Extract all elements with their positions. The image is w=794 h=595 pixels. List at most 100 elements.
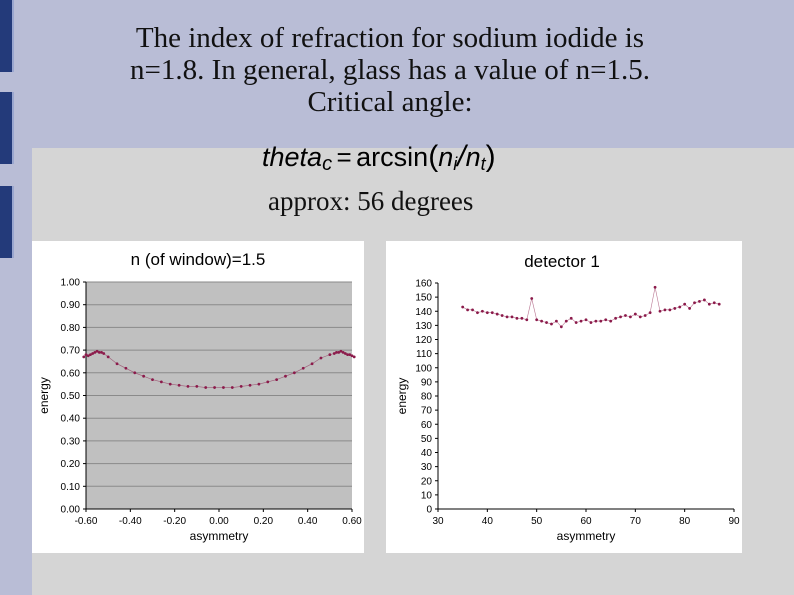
data-point [658, 309, 662, 313]
chart-title: n (of window)=1.5 [131, 250, 266, 269]
data-point [678, 305, 682, 309]
data-point [643, 314, 647, 317]
data-point [535, 318, 539, 322]
y-tick-label: 90 [421, 377, 433, 388]
data-point [707, 302, 711, 306]
chart-detector-energy: detector 1 0 10 20 30 40 50 60 70 80 90 100 110 120 13… [395, 252, 740, 543]
data-point [629, 315, 632, 319]
formula-open-paren: ( [428, 140, 439, 173]
data-point [476, 311, 479, 315]
y-tick-label: 40 [421, 448, 433, 459]
data-point [466, 308, 469, 312]
data-point [703, 298, 706, 302]
data-point [594, 319, 598, 323]
formula-denominator: n [465, 142, 481, 172]
y-tick-label: 20 [421, 476, 433, 487]
data-point [490, 311, 494, 315]
y-tick-label: 0.80 [61, 323, 81, 334]
y-tick-label: 120 [415, 335, 432, 346]
data-point [648, 311, 652, 315]
data-point [248, 383, 252, 387]
sidebar-accent-1 [0, 0, 14, 72]
x-axis-label: asymmetry [557, 529, 616, 543]
data-point [266, 380, 270, 384]
x-tick-label: -0.60 [75, 516, 98, 527]
data-point [102, 352, 106, 355]
data-point [510, 315, 514, 319]
data-point [505, 315, 509, 319]
x-axis-label: asymmetry [190, 529, 249, 543]
y-tick-label: 0.30 [61, 436, 81, 447]
y-tick-label: 0.40 [61, 414, 81, 425]
data-point [712, 301, 716, 305]
data-point [683, 302, 687, 306]
data-point [559, 325, 563, 329]
x-tick-label: 0.60 [342, 516, 362, 527]
y-tick-label: 0.20 [61, 459, 81, 470]
data-point [84, 353, 88, 357]
data-point [584, 318, 588, 322]
data-point [589, 321, 593, 324]
y-tick-label: 10 [421, 490, 433, 501]
title-line-3: Critical angle: [307, 86, 473, 118]
data-point [698, 299, 701, 303]
data-point [292, 371, 296, 375]
data-point [663, 308, 667, 312]
y-tick-label: 0.00 [61, 505, 81, 516]
y-axis-label: energy [37, 377, 51, 414]
chart-panel-detector: detector 1 0 10 20 30 40 50 60 70 80 90 100 110 120 13… [386, 241, 742, 553]
x-tick-label: 0.40 [298, 516, 318, 527]
y-tick-label: 70 [421, 406, 433, 417]
data-point [540, 319, 543, 323]
formula-denominator-sub: t [480, 154, 486, 175]
y-tick-label: 0.90 [61, 300, 81, 311]
data-point [633, 312, 637, 316]
x-tick-label: -0.20 [163, 516, 186, 527]
data-point [339, 349, 343, 353]
data-point [525, 318, 529, 322]
data-point [604, 318, 608, 322]
title-line-1: The index of refraction for sodium iodid… [135, 22, 645, 54]
data-point [717, 302, 721, 306]
data-point [86, 354, 90, 358]
sidebar-accent-3 [0, 186, 14, 258]
formula-numerator: n [438, 142, 454, 172]
data-point [106, 355, 110, 359]
data-point [555, 319, 558, 323]
data-point [319, 356, 323, 360]
y-tick-label: 140 [415, 307, 432, 318]
data-point [495, 312, 499, 316]
data-point [350, 354, 354, 358]
data-point [673, 307, 677, 310]
data-point [328, 353, 332, 357]
data-point [159, 380, 163, 384]
data-point [520, 316, 524, 320]
data-point [186, 385, 190, 388]
data-point [481, 309, 484, 313]
data-point [609, 319, 613, 323]
data-point [115, 362, 119, 366]
data-point [91, 352, 95, 355]
data-point [599, 319, 603, 323]
data-point [343, 352, 347, 355]
data-point [500, 314, 504, 317]
data-point [352, 355, 356, 359]
data-point [574, 321, 578, 324]
data-point [257, 382, 261, 386]
y-tick-label: 0 [426, 505, 432, 516]
chart-window-energy: n (of window)=1.5 0.00 0.10 0.20 0.30 0.40 0.5… [37, 250, 362, 543]
data-point [89, 353, 92, 357]
data-point [688, 307, 691, 310]
data-point [530, 297, 534, 300]
x-tick-label: 40 [482, 516, 494, 527]
y-tick-label: 80 [421, 392, 433, 403]
y-tick-label: 0.70 [61, 346, 81, 357]
data-point [653, 285, 657, 289]
data-point [614, 316, 617, 320]
data-point [142, 374, 146, 378]
data-point [177, 383, 181, 387]
x-tick-label: 50 [531, 516, 543, 527]
data-point [335, 350, 338, 354]
data-point [124, 366, 128, 370]
data-point [346, 353, 349, 357]
